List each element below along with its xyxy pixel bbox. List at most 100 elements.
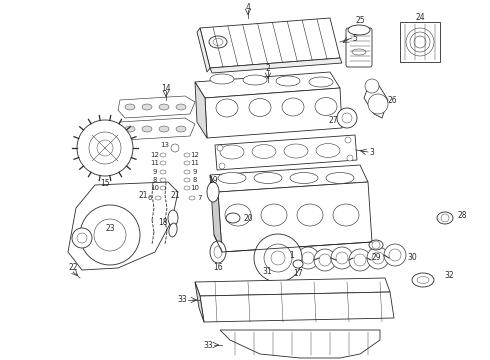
Text: 11: 11: [191, 160, 199, 166]
Ellipse shape: [159, 126, 169, 132]
Text: 9: 9: [153, 169, 157, 175]
Circle shape: [345, 137, 351, 143]
Text: 21: 21: [170, 190, 180, 199]
Ellipse shape: [290, 172, 318, 184]
Text: 19: 19: [208, 176, 218, 185]
Ellipse shape: [176, 126, 186, 132]
Ellipse shape: [225, 204, 251, 226]
Bar: [400, 22, 440, 62]
Text: 7: 7: [198, 195, 202, 201]
Polygon shape: [210, 175, 222, 252]
Ellipse shape: [210, 74, 234, 84]
Circle shape: [337, 108, 357, 128]
Ellipse shape: [293, 260, 303, 268]
Text: 5: 5: [353, 33, 357, 42]
Polygon shape: [68, 182, 178, 270]
Ellipse shape: [184, 170, 190, 174]
Ellipse shape: [284, 144, 308, 158]
Text: 9: 9: [193, 169, 197, 175]
Polygon shape: [215, 135, 357, 170]
Text: 24: 24: [415, 13, 425, 22]
Circle shape: [331, 247, 353, 269]
Circle shape: [80, 205, 140, 265]
Text: 12: 12: [150, 152, 159, 158]
Text: 32: 32: [444, 271, 454, 280]
Text: 10: 10: [191, 185, 199, 191]
Circle shape: [217, 145, 223, 151]
Ellipse shape: [189, 196, 195, 200]
Circle shape: [368, 94, 388, 114]
Ellipse shape: [316, 144, 340, 158]
Ellipse shape: [214, 246, 222, 258]
Ellipse shape: [216, 99, 238, 117]
Polygon shape: [210, 165, 368, 192]
Ellipse shape: [142, 126, 152, 132]
Circle shape: [219, 163, 225, 169]
Circle shape: [271, 251, 285, 265]
Ellipse shape: [142, 104, 152, 110]
Text: 33: 33: [177, 296, 187, 305]
Text: 1: 1: [290, 251, 294, 260]
Text: 8: 8: [153, 177, 157, 183]
Ellipse shape: [297, 204, 323, 226]
Text: 15: 15: [100, 179, 110, 188]
Ellipse shape: [326, 172, 354, 184]
Circle shape: [441, 214, 449, 222]
Ellipse shape: [369, 240, 383, 250]
Polygon shape: [195, 72, 340, 98]
Circle shape: [367, 247, 389, 269]
Ellipse shape: [254, 172, 282, 184]
Ellipse shape: [184, 153, 190, 157]
Ellipse shape: [209, 36, 227, 48]
Text: 8: 8: [193, 177, 197, 183]
Text: 18: 18: [158, 217, 168, 226]
Ellipse shape: [249, 99, 271, 117]
Text: 13: 13: [161, 142, 170, 148]
Ellipse shape: [282, 98, 304, 116]
Ellipse shape: [125, 104, 135, 110]
Ellipse shape: [159, 104, 169, 110]
Ellipse shape: [437, 212, 453, 224]
Circle shape: [314, 249, 336, 271]
Text: 33: 33: [203, 341, 213, 350]
Circle shape: [97, 140, 113, 156]
Ellipse shape: [184, 161, 190, 165]
Circle shape: [342, 113, 352, 123]
Ellipse shape: [333, 204, 359, 226]
Polygon shape: [200, 292, 394, 322]
Circle shape: [347, 155, 353, 161]
Ellipse shape: [160, 178, 166, 182]
Ellipse shape: [171, 144, 179, 152]
Ellipse shape: [184, 178, 190, 182]
Polygon shape: [197, 28, 210, 72]
Polygon shape: [118, 118, 195, 140]
Circle shape: [297, 247, 319, 269]
Polygon shape: [195, 278, 390, 296]
Text: 2: 2: [266, 63, 270, 72]
Text: 14: 14: [161, 84, 171, 93]
Text: 25: 25: [355, 15, 365, 24]
Ellipse shape: [406, 28, 434, 56]
Polygon shape: [200, 18, 340, 68]
Text: 27: 27: [328, 116, 338, 125]
Polygon shape: [195, 82, 207, 138]
Text: 31: 31: [262, 267, 272, 276]
Ellipse shape: [309, 77, 333, 87]
Ellipse shape: [243, 75, 267, 85]
Circle shape: [389, 249, 401, 261]
Circle shape: [336, 252, 348, 264]
Circle shape: [372, 241, 380, 249]
Ellipse shape: [210, 241, 226, 263]
Ellipse shape: [160, 161, 166, 165]
Circle shape: [319, 254, 331, 266]
Ellipse shape: [220, 145, 244, 159]
Ellipse shape: [410, 32, 430, 52]
Circle shape: [264, 244, 292, 272]
Ellipse shape: [315, 98, 337, 116]
Text: 29: 29: [371, 252, 381, 261]
Ellipse shape: [184, 186, 190, 190]
Ellipse shape: [160, 153, 166, 157]
Ellipse shape: [169, 223, 177, 237]
Circle shape: [77, 120, 133, 176]
Ellipse shape: [261, 204, 287, 226]
